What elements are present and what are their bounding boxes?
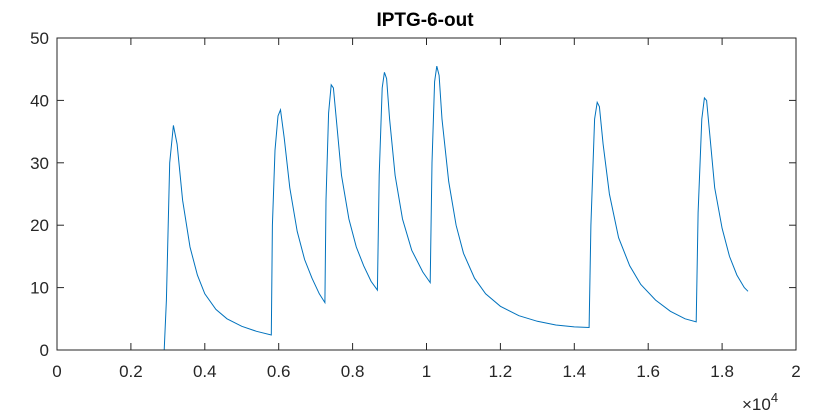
x-tick-label: 1.6 [636, 362, 660, 381]
plot-box [56, 37, 797, 351]
x-tick-label: 1.2 [489, 362, 513, 381]
y-tick-label: 20 [30, 216, 49, 235]
y-tick-label: 40 [30, 91, 49, 110]
plot-area [57, 38, 796, 350]
x-tick-label: 2 [791, 362, 800, 381]
x-tick-label: 0.2 [119, 362, 143, 381]
x-axis-multiplier-base: ×10 [742, 395, 771, 414]
x-tick-label: 0.6 [267, 362, 291, 381]
x-tick-label: 0 [52, 362, 61, 381]
x-axis-multiplier: ×104 [742, 390, 778, 414]
y-tick-label: 30 [30, 154, 49, 173]
y-tick-label: 50 [30, 29, 49, 48]
y-tick-label: 10 [30, 279, 49, 298]
data-series-line [57, 65, 749, 351]
x-axis-multiplier-exponent: 4 [771, 390, 778, 405]
x-tick-label: 1.4 [562, 362, 586, 381]
y-axis: 0 10 20 30 40 50 [30, 29, 796, 360]
x-tick-label: 0.4 [193, 362, 217, 381]
chart-title: IPTG-6-out [376, 10, 474, 31]
x-tick-label: 1.8 [710, 362, 734, 381]
x-tick-label: 1 [422, 362, 431, 381]
x-tick-label: 0.8 [341, 362, 365, 381]
y-tick-label: 0 [40, 341, 49, 360]
